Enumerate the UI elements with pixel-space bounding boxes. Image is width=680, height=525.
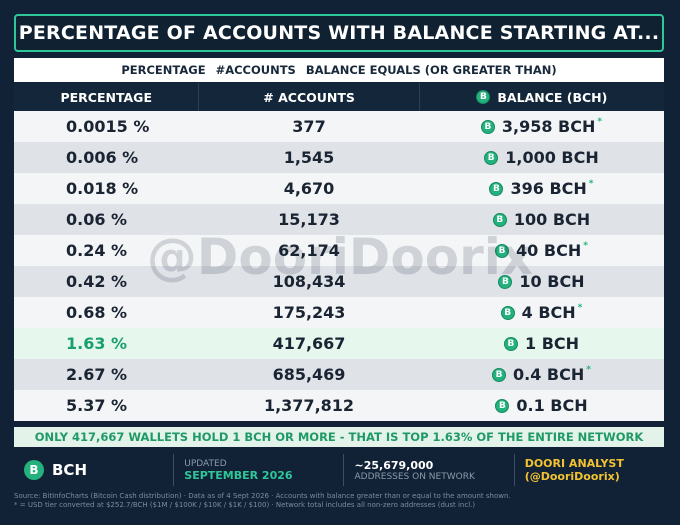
table-row: 0.006 % 1,545 B 1,000 BCH [14,142,664,173]
usd-tier-star-icon: * [597,117,603,127]
updated-block: UPDATED SEPTEMBER 2026 [173,454,343,486]
balance-cell: B 0.4 BCH * [419,359,664,390]
header-accounts: # ACCOUNTS [198,83,418,111]
bch-coin-icon: B [480,119,495,134]
accounts-cell: 15,173 [278,210,340,229]
accounts-cell: 377 [292,117,326,136]
balance-cell: B 4 BCH * [419,297,664,328]
percentage-cell: 1.63 % [66,334,128,353]
bch-coin-icon: B [495,398,510,413]
usd-tier-star-icon: * [588,179,594,189]
table-row: 0.24 % 62,174 B 40 BCH * [14,235,664,266]
balance-cell: B 1,000 BCH [419,142,664,173]
bch-coin-icon: B [495,243,510,258]
balance-cell: B 1 BCH [419,328,664,359]
subtitle-bar: PERCENTAGE #ACCOUNTS BALANCE EQUALS (OR … [14,58,664,82]
brand: B BCH [14,460,173,480]
balance-cell: B 3,958 BCH * [419,111,664,142]
bch-coin-icon: B [492,212,507,227]
bch-coin-icon: B [500,305,515,320]
balance-value: 3,958 BCH [501,117,596,136]
analyst-name: DOORI ANALYST [524,457,624,470]
balance-value: 0.1 BCH [516,396,588,415]
fine-print-line-2: * = USD tier converted at $252.7/BCH ($1… [14,501,476,509]
balance-cell: B 0.1 BCH [419,390,664,421]
table-row: 0.0015 % 377 B 3,958 BCH * [14,111,664,142]
title-box: PERCENTAGE OF ACCOUNTS WITH BALANCE STAR… [14,14,664,52]
percentage-cell: 0.42 % [66,272,128,291]
brand-label: BCH [52,461,87,479]
bch-coin-icon: B [484,150,499,165]
accounts-cell: 175,243 [272,303,346,322]
footer: B BCH UPDATED SEPTEMBER 2026 ~25,679,000… [14,452,664,488]
distribution-table: PERCENTAGE # ACCOUNTS B BALANCE (BCH) 0.… [14,83,664,421]
accounts-cell: 1,377,812 [263,396,355,415]
table-header: PERCENTAGE # ACCOUNTS B BALANCE (BCH) [14,83,664,111]
balance-value: 10 BCH [519,272,585,291]
subtitle-accounts: #ACCOUNTS [215,63,296,77]
percentage-cell: 5.37 % [66,396,128,415]
accounts-cell: 62,174 [278,241,340,260]
usd-tier-star-icon: * [577,303,583,313]
balance-cell: B 10 BCH [419,266,664,297]
percentage-cell: 0.0015 % [66,117,150,136]
table-row: 0.68 % 175,243 B 4 BCH * [14,297,664,328]
table-row: 5.37 % 1,377,812 B 0.1 BCH [14,390,664,421]
bch-coin-icon: B [498,274,513,289]
balance-cell: B 396 BCH * [419,173,664,204]
subtitle-percentage: PERCENTAGE [121,63,206,77]
addresses-block: ~25,679,000 ADDRESSES ON NETWORK [343,454,513,486]
usd-tier-star-icon: * [586,365,591,375]
accounts-cell: 108,434 [272,272,346,291]
table-row: 2.67 % 685,469 B 0.4 BCH * [14,359,664,390]
balance-cell: B 100 BCH [419,204,664,235]
addresses-value: ~25,679,000 [354,458,434,472]
accounts-cell: 685,469 [272,365,346,384]
table-row: 0.06 % 15,173 B 100 BCH [14,204,664,235]
table-row: 0.018 % 4,670 B 396 BCH * [14,173,664,204]
fine-print-line-1: Source: BitInfoCharts (Bitcoin Cash dist… [14,492,511,500]
bch-coin-icon: B [476,90,491,104]
balance-value: 40 BCH [516,241,582,260]
fine-print: Source: BitInfoCharts (Bitcoin Cash dist… [14,492,664,510]
balance-value: 0.4 BCH [513,365,585,384]
accounts-cell: 1,545 [283,148,335,167]
usd-tier-star-icon: * [583,241,588,251]
page-title: PERCENTAGE OF ACCOUNTS WITH BALANCE STAR… [18,22,660,44]
table-row: 0.42 % 108,434 B 10 BCH [14,266,664,297]
header-percentage: PERCENTAGE [60,89,152,105]
bch-coin-icon: B [503,336,518,351]
summary-banner: ONLY 417,667 WALLETS HOLD 1 BCH OR MORE … [14,427,664,447]
addresses-label: ADDRESSES ON NETWORK [354,471,475,482]
percentage-cell: 0.006 % [66,148,139,167]
bch-coin-icon: B [489,181,504,196]
balance-value: 396 BCH [510,179,587,198]
percentage-cell: 0.018 % [66,179,139,198]
header-balance: B BALANCE (BCH) [418,83,664,111]
analyst-handle: (@DooriDoorix) [524,470,620,483]
subtitle-balance: BALANCE EQUALS (OR GREATER THAN) [305,63,557,77]
balance-cell: B 40 BCH * [419,235,664,266]
updated-label: UPDATED [184,458,227,469]
balance-value: 1,000 BCH [505,148,599,167]
analyst-block: DOORI ANALYST (@DooriDoorix) [513,454,664,486]
percentage-cell: 0.68 % [66,303,128,322]
balance-value: 100 BCH [513,210,591,229]
percentage-cell: 2.67 % [66,365,128,384]
accounts-cell: 4,670 [283,179,335,198]
table-row-highlighted: 1.63 % 417,667 B 1 BCH [14,328,664,359]
updated-value: SEPTEMBER 2026 [184,468,293,482]
balance-value: 1 BCH [524,334,580,353]
percentage-cell: 0.06 % [66,210,128,229]
bch-coin-icon: B [492,367,507,382]
balance-value: 4 BCH [521,303,576,322]
bch-logo-icon: B [24,460,44,480]
header-balance-label: BALANCE (BCH) [497,89,608,105]
percentage-cell: 0.24 % [66,241,128,260]
accounts-cell: 417,667 [272,334,346,353]
